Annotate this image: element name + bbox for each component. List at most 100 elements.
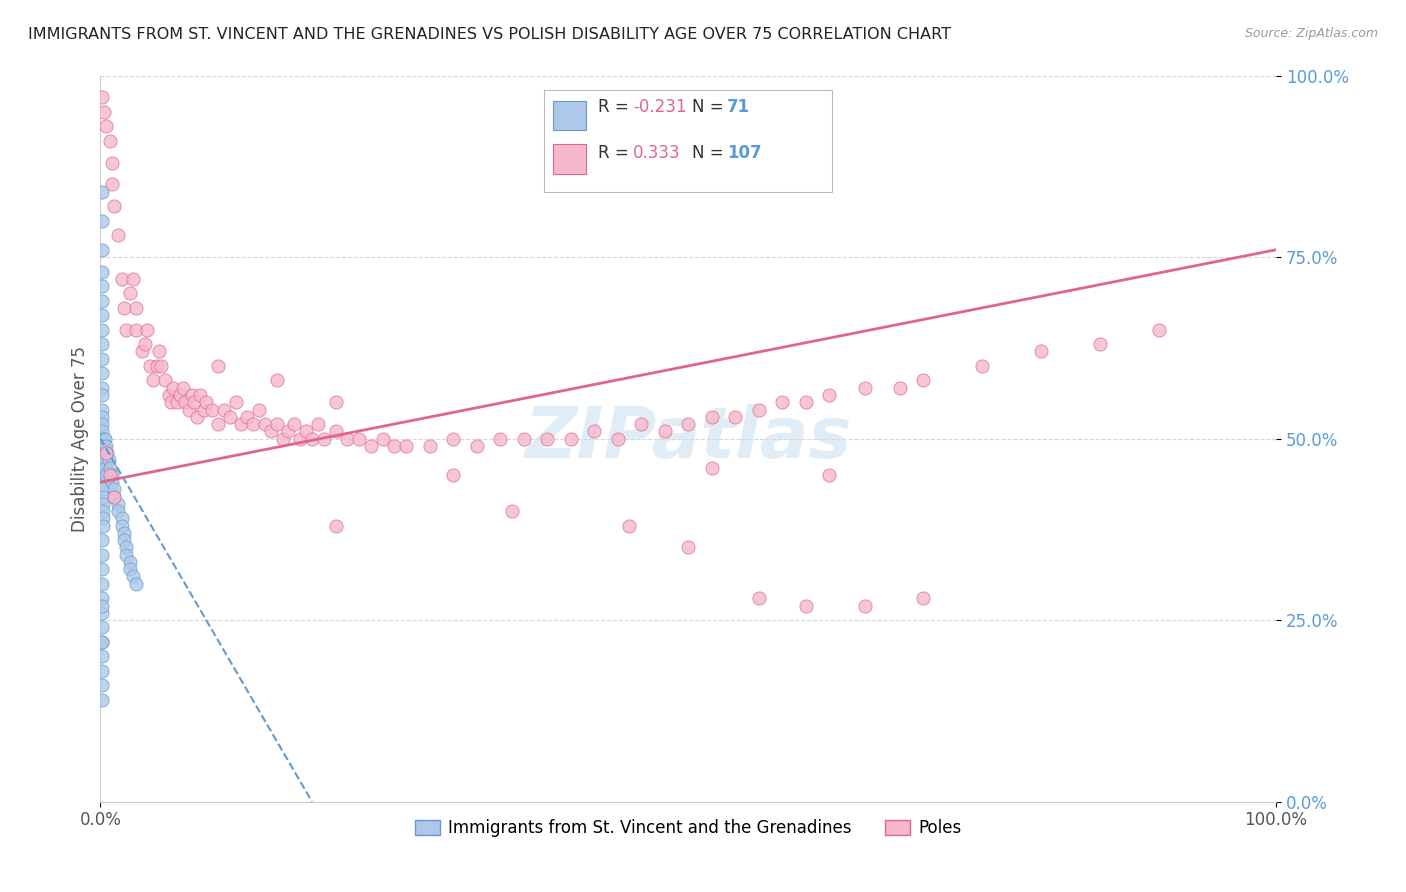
Point bbox=[90, 243, 112, 257]
Point bbox=[90, 402, 112, 417]
Point bbox=[295, 425, 318, 439]
Point bbox=[136, 323, 159, 337]
Point bbox=[195, 395, 218, 409]
Point bbox=[236, 409, 259, 424]
Point bbox=[90, 432, 112, 446]
Point bbox=[107, 228, 129, 243]
Point bbox=[193, 402, 215, 417]
Point bbox=[853, 381, 876, 395]
Point bbox=[818, 388, 841, 402]
Point bbox=[110, 518, 132, 533]
Point bbox=[501, 504, 523, 518]
Point bbox=[93, 439, 115, 453]
Point bbox=[166, 395, 188, 409]
Point bbox=[770, 395, 793, 409]
Point bbox=[242, 417, 264, 431]
Point bbox=[107, 497, 129, 511]
Point bbox=[889, 381, 911, 395]
Point bbox=[90, 664, 112, 678]
Point bbox=[103, 483, 125, 497]
Bar bbox=[553, 145, 586, 174]
Point bbox=[266, 374, 288, 388]
Point bbox=[90, 620, 112, 634]
Point bbox=[90, 279, 112, 293]
Point bbox=[382, 439, 405, 453]
Point bbox=[201, 402, 224, 417]
Point bbox=[630, 417, 652, 431]
Point bbox=[441, 432, 464, 446]
Point bbox=[93, 104, 115, 119]
Point bbox=[103, 199, 125, 213]
Text: IMMIGRANTS FROM ST. VINCENT AND THE GRENADINES VS POLISH DISABILITY AGE OVER 75 : IMMIGRANTS FROM ST. VINCENT AND THE GREN… bbox=[28, 27, 950, 42]
Point bbox=[606, 432, 628, 446]
Point bbox=[307, 417, 329, 431]
Point bbox=[90, 576, 112, 591]
Point bbox=[676, 417, 699, 431]
Point bbox=[419, 439, 441, 453]
Point bbox=[231, 417, 253, 431]
Point bbox=[91, 518, 114, 533]
Point bbox=[654, 425, 676, 439]
Point bbox=[96, 446, 118, 460]
Point bbox=[465, 439, 488, 453]
Point bbox=[536, 432, 558, 446]
Text: -0.231: -0.231 bbox=[633, 98, 686, 116]
Point bbox=[225, 395, 247, 409]
Point bbox=[91, 497, 114, 511]
Point bbox=[110, 272, 132, 286]
Point bbox=[676, 541, 699, 555]
Point bbox=[724, 409, 747, 424]
Point bbox=[118, 562, 141, 576]
Point bbox=[90, 678, 112, 692]
Point bbox=[98, 134, 121, 148]
Point bbox=[94, 460, 117, 475]
Text: Source: ZipAtlas.com: Source: ZipAtlas.com bbox=[1244, 27, 1378, 40]
Point bbox=[90, 293, 112, 308]
Point bbox=[150, 359, 173, 373]
Point bbox=[90, 467, 112, 482]
Point bbox=[90, 446, 112, 460]
Point bbox=[157, 388, 180, 402]
Point bbox=[90, 460, 112, 475]
Point bbox=[93, 453, 115, 467]
Point bbox=[107, 504, 129, 518]
Point bbox=[90, 417, 112, 431]
Point bbox=[748, 402, 770, 417]
Point bbox=[90, 533, 112, 548]
Point bbox=[90, 213, 112, 227]
Point bbox=[101, 475, 124, 489]
Point bbox=[96, 467, 118, 482]
Point bbox=[112, 525, 135, 540]
Point bbox=[247, 402, 270, 417]
Point bbox=[93, 446, 115, 460]
Point bbox=[271, 432, 294, 446]
Point bbox=[90, 388, 112, 402]
Point bbox=[912, 374, 935, 388]
Point bbox=[325, 425, 347, 439]
Point bbox=[153, 374, 176, 388]
Point bbox=[360, 439, 382, 453]
Point bbox=[101, 155, 124, 169]
Point bbox=[112, 533, 135, 548]
Point bbox=[90, 409, 112, 424]
Point bbox=[90, 693, 112, 707]
Bar bbox=[553, 101, 586, 130]
Point bbox=[325, 395, 347, 409]
Point bbox=[336, 432, 359, 446]
Point bbox=[101, 467, 124, 482]
Point bbox=[301, 432, 323, 446]
Point bbox=[91, 483, 114, 497]
Point bbox=[583, 425, 606, 439]
Point bbox=[122, 272, 145, 286]
Point bbox=[441, 467, 464, 482]
Point bbox=[115, 541, 138, 555]
Point bbox=[90, 591, 112, 606]
Point bbox=[90, 606, 112, 620]
Point bbox=[174, 395, 197, 409]
Point bbox=[748, 591, 770, 606]
Point bbox=[188, 388, 211, 402]
Point bbox=[134, 337, 156, 351]
Point bbox=[90, 599, 112, 613]
Point bbox=[90, 185, 112, 199]
Point bbox=[619, 518, 641, 533]
